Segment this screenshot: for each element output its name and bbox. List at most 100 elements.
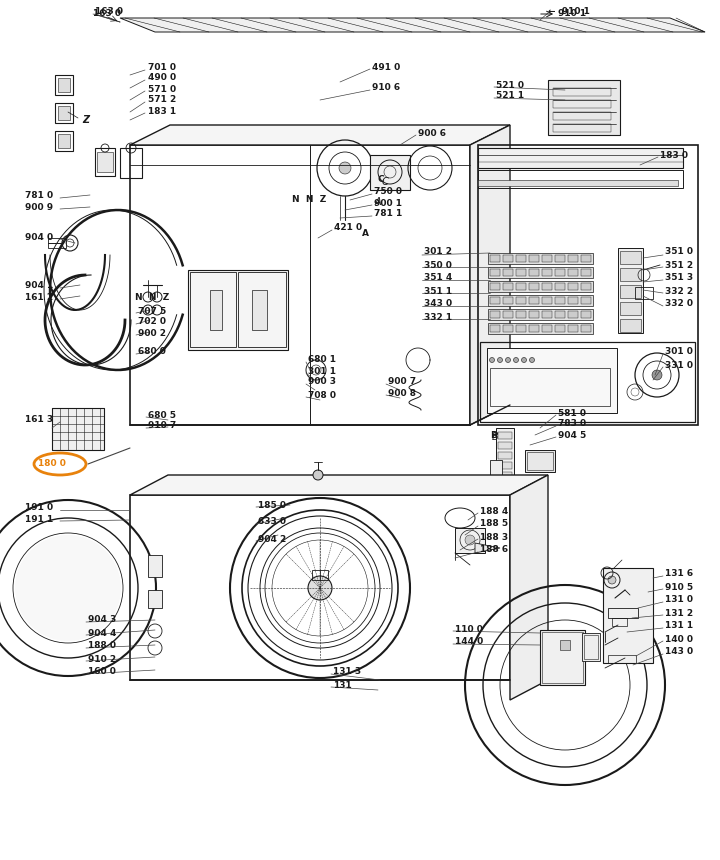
Text: 131: 131	[333, 680, 352, 690]
Polygon shape	[130, 475, 548, 495]
Text: N  N  Z: N N Z	[292, 195, 326, 205]
Bar	[555, 297, 565, 304]
Polygon shape	[510, 475, 548, 700]
Bar	[603, 568, 653, 663]
Bar	[503, 325, 513, 332]
Bar	[188, 270, 288, 350]
Text: 301 0: 301 0	[665, 347, 693, 357]
Bar	[581, 255, 591, 262]
Circle shape	[339, 162, 351, 174]
Bar	[498, 472, 512, 479]
Text: A: A	[362, 229, 369, 237]
Text: 900 1: 900 1	[374, 199, 402, 207]
Bar	[618, 248, 643, 333]
Bar	[490, 297, 500, 304]
Text: C: C	[382, 177, 389, 187]
Text: 161 3: 161 3	[25, 415, 53, 425]
Bar	[581, 311, 591, 318]
Bar	[608, 608, 638, 618]
Bar	[525, 450, 555, 472]
Circle shape	[15, 535, 121, 641]
Text: 900 3: 900 3	[308, 378, 336, 386]
Text: 490 0: 490 0	[148, 73, 176, 83]
Bar	[635, 287, 653, 299]
Bar	[130, 495, 510, 680]
Bar	[478, 145, 698, 425]
Text: 571 2: 571 2	[148, 95, 176, 105]
Bar	[478, 170, 683, 188]
Text: 351 4: 351 4	[424, 273, 452, 282]
Bar	[490, 269, 500, 276]
Bar	[568, 255, 578, 262]
Bar	[148, 555, 162, 577]
Bar	[503, 311, 513, 318]
Text: 571 0: 571 0	[148, 84, 176, 94]
Circle shape	[308, 576, 332, 600]
Bar	[527, 452, 553, 470]
Text: 491 0: 491 0	[372, 63, 400, 71]
Bar	[490, 325, 500, 332]
Bar	[516, 283, 526, 290]
Text: 131 6: 131 6	[665, 569, 693, 579]
Bar	[488, 323, 593, 334]
Circle shape	[652, 370, 662, 380]
Text: C: C	[378, 175, 384, 185]
Bar	[581, 269, 591, 276]
Circle shape	[608, 576, 616, 584]
Text: 680 1: 680 1	[308, 355, 336, 365]
Bar	[490, 283, 500, 290]
Text: 750 0: 750 0	[374, 187, 402, 196]
Text: 350 0: 350 0	[424, 261, 452, 269]
Text: 332 0: 332 0	[665, 299, 693, 309]
Text: 301 1: 301 1	[308, 366, 336, 376]
Polygon shape	[475, 543, 500, 553]
Bar	[503, 283, 513, 290]
Text: 188 6: 188 6	[480, 545, 508, 555]
Text: 351 2: 351 2	[665, 261, 693, 269]
Bar	[478, 148, 683, 168]
Bar	[480, 342, 695, 422]
Bar	[97, 152, 113, 172]
Polygon shape	[130, 125, 510, 145]
Bar	[529, 269, 539, 276]
Bar	[516, 297, 526, 304]
Bar	[210, 290, 222, 330]
Bar	[620, 319, 641, 332]
Bar	[540, 630, 585, 685]
Text: 708 0: 708 0	[308, 390, 336, 400]
Text: N  N  Z: N N Z	[135, 293, 169, 303]
Bar	[516, 325, 526, 332]
Text: 131 3: 131 3	[333, 667, 361, 677]
Bar	[542, 311, 552, 318]
Text: 140 0: 140 0	[665, 635, 693, 643]
Bar	[553, 124, 611, 132]
Text: 188 0: 188 0	[88, 642, 116, 650]
Text: 701 0: 701 0	[148, 63, 176, 71]
Text: 633 0: 633 0	[258, 518, 286, 526]
Text: 900 2: 900 2	[138, 329, 166, 337]
Text: 183 0: 183 0	[660, 150, 688, 159]
Text: 343 0: 343 0	[424, 299, 452, 309]
Text: 904 3: 904 3	[88, 616, 116, 624]
Text: 910 6: 910 6	[372, 83, 400, 93]
Text: 332 1: 332 1	[424, 312, 452, 322]
Bar	[190, 272, 236, 347]
Bar	[620, 285, 641, 298]
Bar	[581, 283, 591, 290]
Bar	[487, 348, 617, 413]
Bar	[542, 632, 583, 683]
Bar	[582, 633, 600, 661]
Bar	[498, 442, 512, 449]
Circle shape	[505, 358, 510, 363]
Bar	[548, 80, 620, 135]
Bar	[488, 309, 593, 320]
Text: 191 1: 191 1	[25, 514, 53, 524]
Bar	[568, 311, 578, 318]
Bar	[490, 460, 502, 490]
Bar	[568, 297, 578, 304]
Text: 110 0: 110 0	[455, 624, 483, 634]
Bar	[529, 283, 539, 290]
Bar	[555, 255, 565, 262]
Text: 183 1: 183 1	[148, 107, 176, 115]
Circle shape	[490, 358, 495, 363]
